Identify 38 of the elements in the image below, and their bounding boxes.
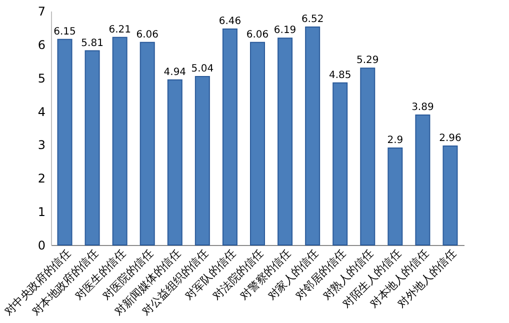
bar xyxy=(360,68,376,246)
data-label: 6.06 xyxy=(136,29,158,40)
data-label: 6.19 xyxy=(274,25,296,36)
bar xyxy=(167,79,182,246)
data-label: 5.29 xyxy=(356,55,379,66)
data-label: 4.94 xyxy=(164,66,186,78)
data-label: 6.15 xyxy=(54,26,76,38)
bar xyxy=(194,76,210,246)
data-label: 6.46 xyxy=(218,16,242,28)
y-tick-label: 5 xyxy=(38,71,46,86)
data-label: 2.9 xyxy=(387,135,404,146)
bar xyxy=(305,26,320,246)
y-tick-label: 6 xyxy=(38,38,46,52)
bar xyxy=(112,36,128,246)
data-label: 5.04 xyxy=(191,64,214,75)
bar xyxy=(140,42,155,246)
bar xyxy=(278,38,293,246)
data-label: 6.06 xyxy=(246,29,269,40)
data-label: 5.81 xyxy=(81,38,104,49)
y-tick-label: 2 xyxy=(38,172,46,186)
data-label: 2.96 xyxy=(439,133,462,144)
y-tick-label: 0 xyxy=(38,238,46,252)
bar xyxy=(415,114,430,246)
y-tick-label: 1 xyxy=(38,205,46,220)
data-label: 6.52 xyxy=(301,14,324,26)
bar xyxy=(442,146,458,246)
bar xyxy=(388,148,403,246)
bar xyxy=(222,28,238,246)
bar xyxy=(332,82,348,246)
bar xyxy=(250,42,265,246)
y-tick-label: 7 xyxy=(38,4,46,18)
data-label: 4.85 xyxy=(328,70,352,81)
bar xyxy=(84,50,100,246)
y-tick-label: 3 xyxy=(38,138,46,152)
data-label: 3.89 xyxy=(412,102,434,113)
bar xyxy=(57,38,72,246)
y-tick-label: 4 xyxy=(38,104,46,119)
data-label: 6.21 xyxy=(108,24,131,36)
